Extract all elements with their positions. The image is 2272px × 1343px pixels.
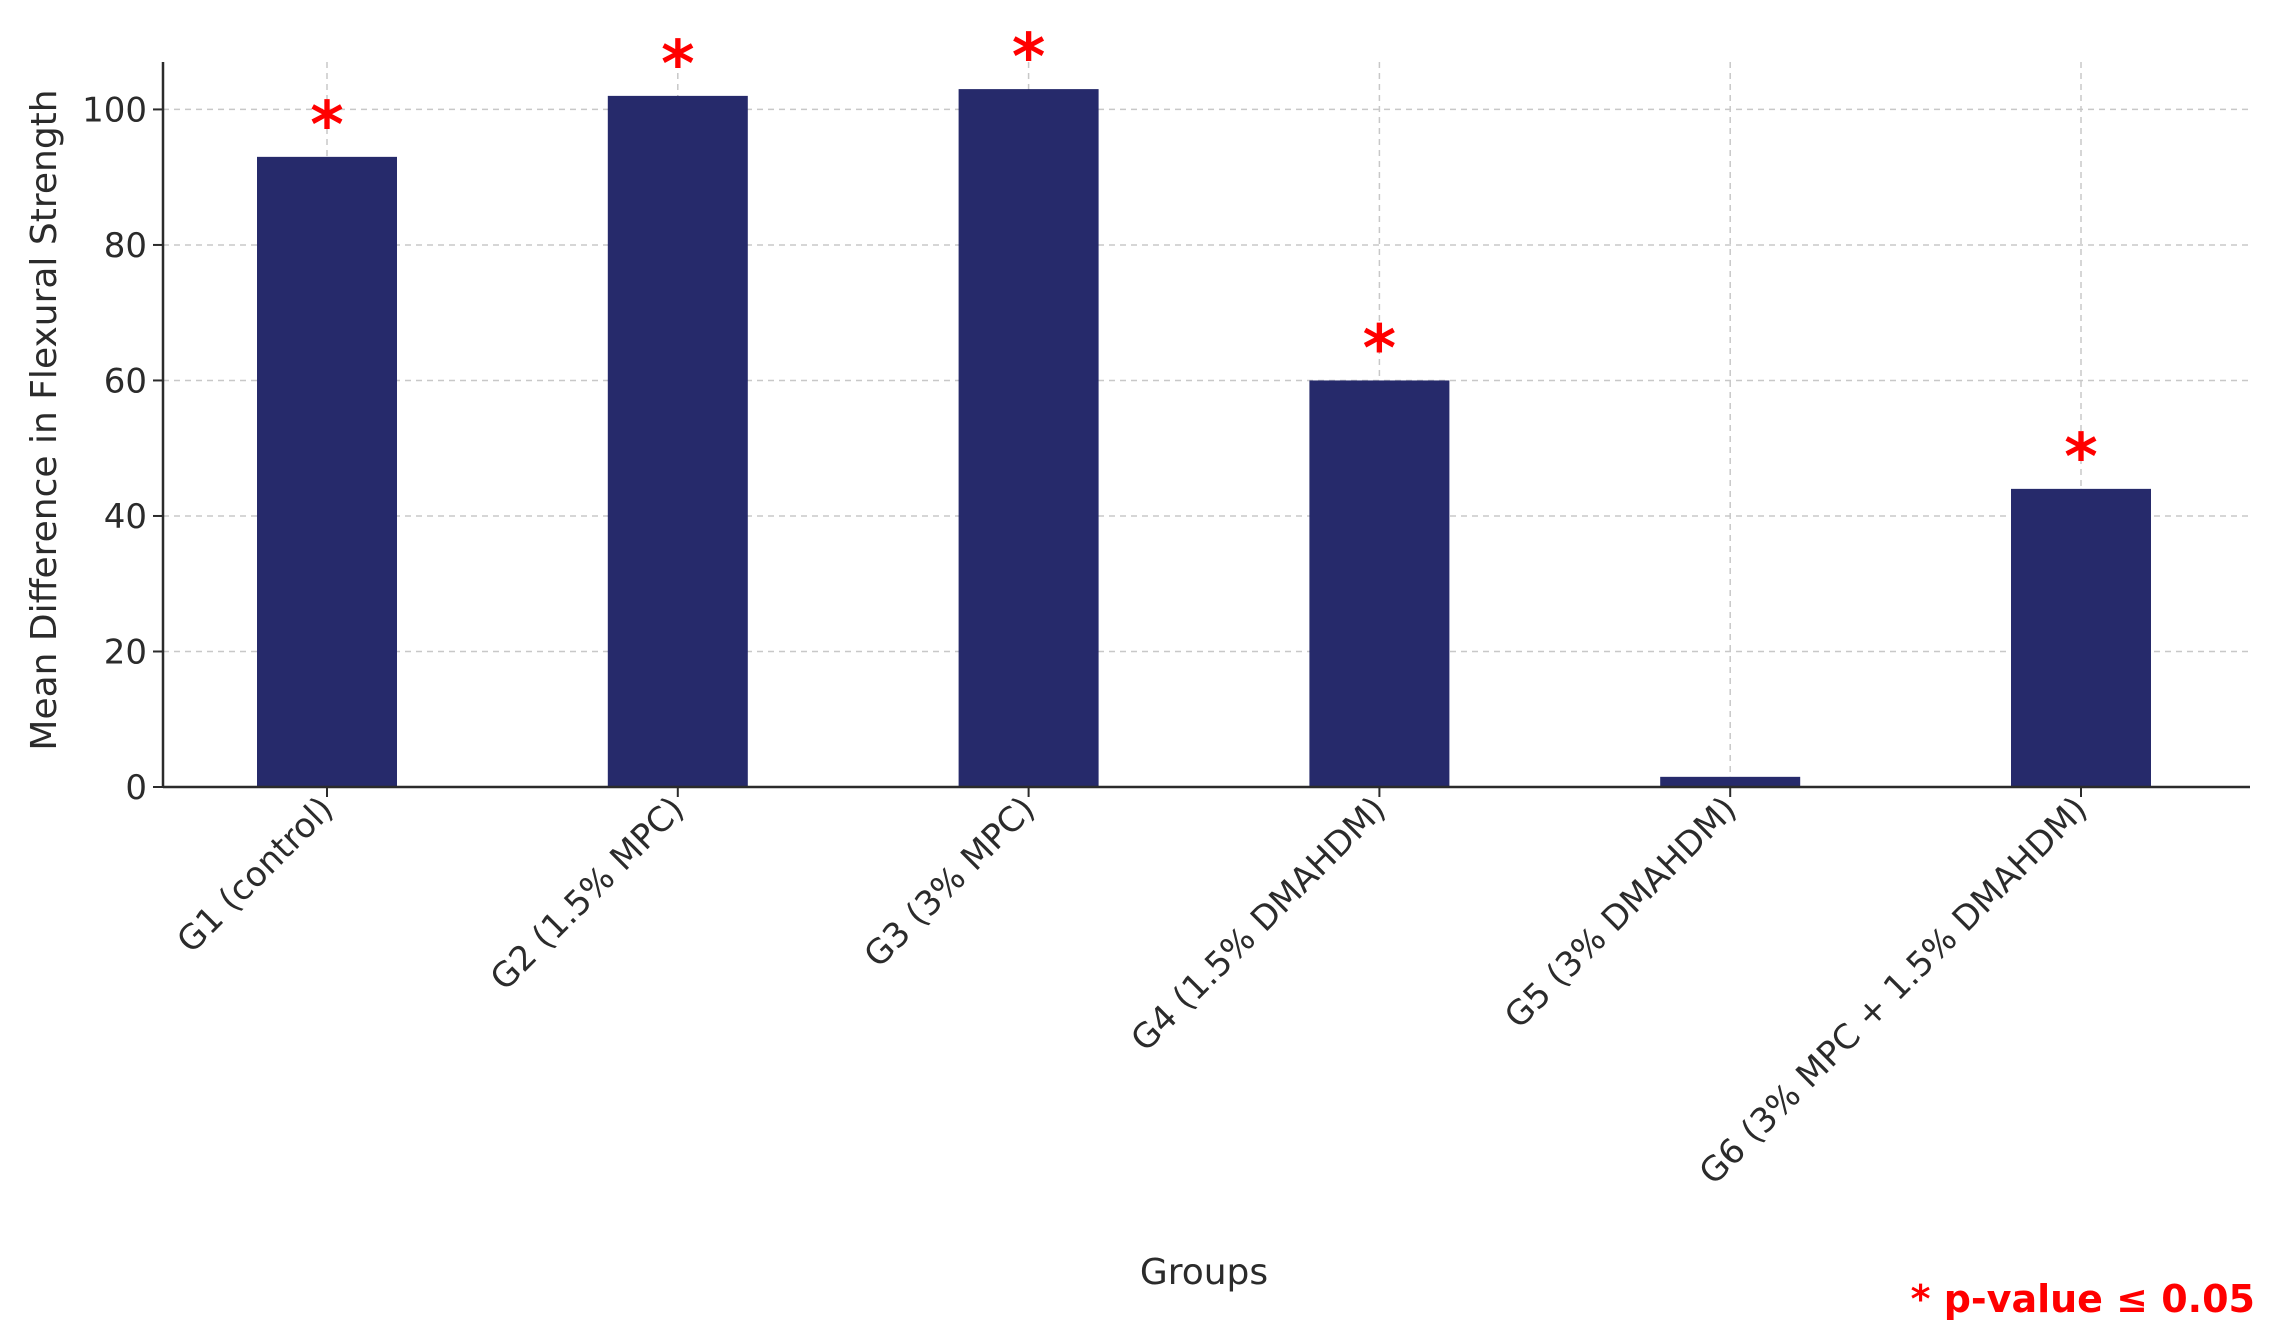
x-tick-label: G5 (3% DMAHDM) <box>1497 789 1744 1036</box>
bar-4 <box>1309 380 1450 787</box>
x-tick-label: G4 (1.5% DMAHDM) <box>1123 789 1393 1059</box>
x-axis-title: Groups <box>1140 1252 1268 1293</box>
y-tick-label: 20 <box>104 632 147 672</box>
grid-layer <box>163 62 2250 787</box>
y-axis-title: Mean Difference in Flexural Strength <box>24 89 65 750</box>
y-tick-label: 100 <box>82 90 147 130</box>
y-tick-label: 80 <box>104 226 147 266</box>
bar-6 <box>2011 488 2151 787</box>
x-tick-label: G3 (3% MPC) <box>857 789 1043 975</box>
bar-2 <box>607 95 748 788</box>
bar-3 <box>958 89 1099 788</box>
bar-5 <box>1660 776 1801 787</box>
bars-layer <box>257 89 2151 788</box>
y-tick-label: 40 <box>104 497 147 537</box>
significance-star: * <box>661 28 694 102</box>
significance-star: * <box>1012 21 1045 95</box>
y-tick-label: 0 <box>125 768 147 808</box>
x-tick-label: G6 (3% MPC + 1.5% DMAHDM) <box>1692 789 2096 1193</box>
significance-star: * <box>1363 312 1396 386</box>
bar-1 <box>257 156 397 788</box>
significance-star: * <box>2064 421 2097 495</box>
y-tick-label: 60 <box>104 361 147 401</box>
x-tick-label: G1 (control) <box>169 789 341 961</box>
x-tick-label: G2 (1.5% MPC) <box>483 789 692 998</box>
significance-star: * <box>310 89 343 163</box>
significance-note: * p-value ≤ 0.05 <box>1911 1277 2255 1321</box>
axes-layer <box>153 62 2250 797</box>
